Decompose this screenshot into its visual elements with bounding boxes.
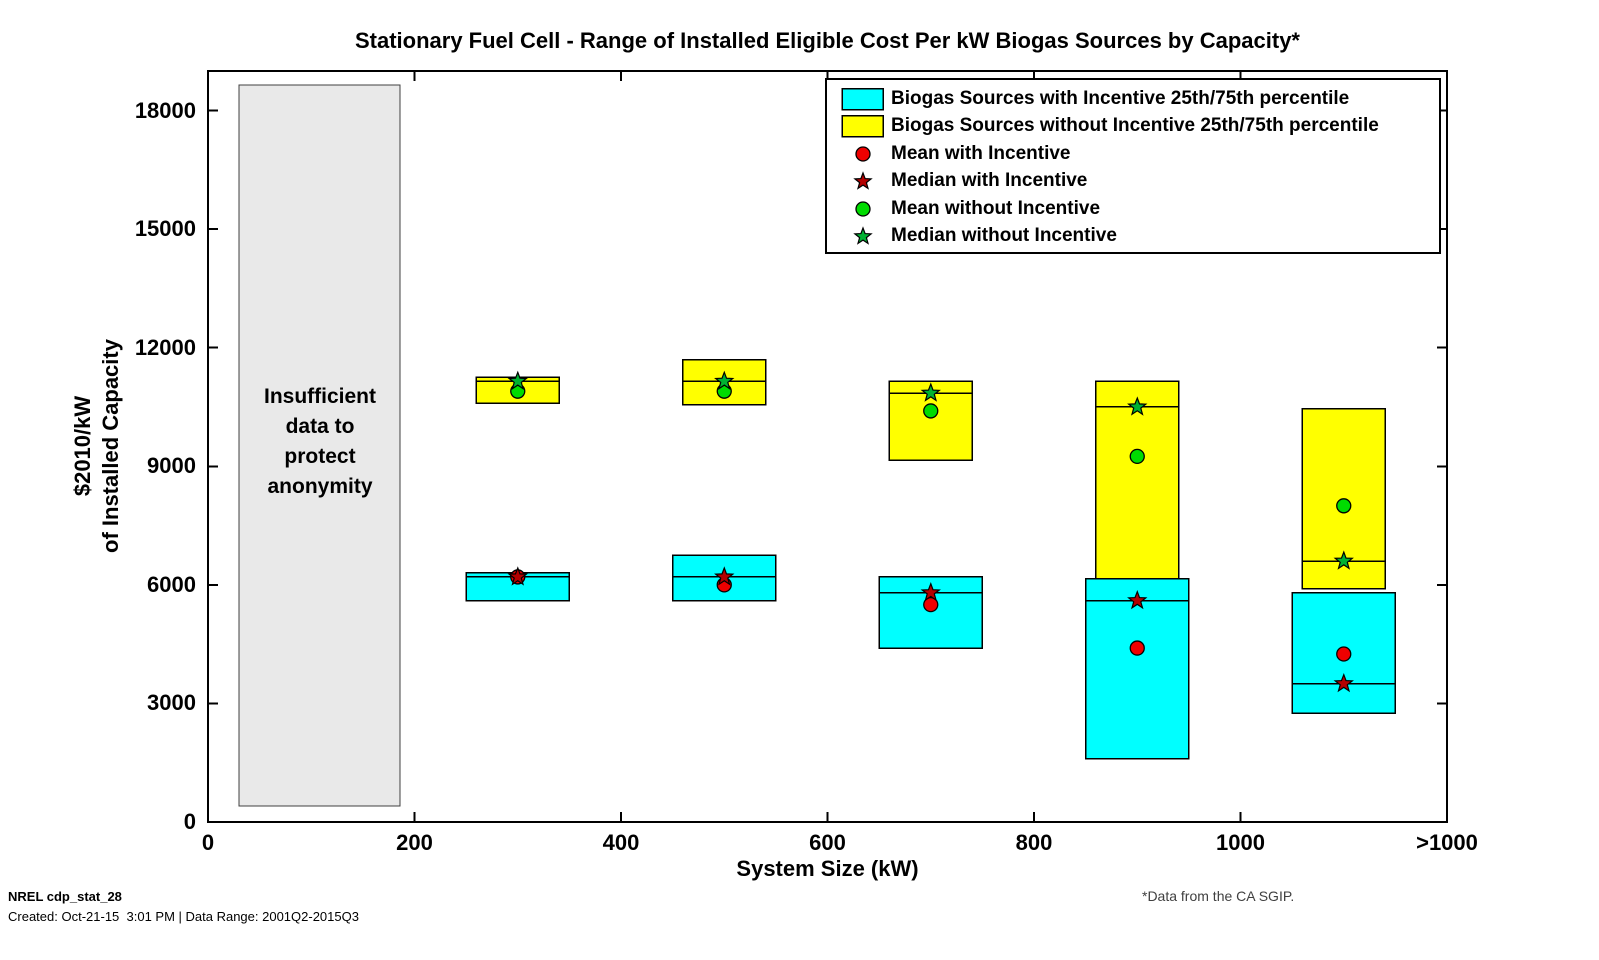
median-without-incentive-marker-500 (714, 370, 735, 391)
legend-circle-icon (841, 196, 885, 222)
median-without-incentive-marker-1100 (1333, 550, 1354, 570)
mean-with-incentive-marker-1100 (1336, 646, 1352, 662)
legend-item-label: Biogas Sources with Incentive 25th/75th … (891, 87, 1350, 109)
box-without_incentive-900 (1095, 380, 1180, 580)
legend-item: Biogas Sources without Incentive 25th/75… (827, 113, 1439, 141)
legend-items: Biogas Sources with Incentive 25th/75th … (827, 85, 1439, 250)
median-with-incentive-marker-500 (714, 566, 735, 586)
legend-star-icon (841, 223, 885, 249)
median-without-incentive-marker-900 (1127, 396, 1148, 416)
legend-item: Median without Incentive (827, 223, 1439, 251)
median-without-incentive-marker-300 (507, 370, 528, 391)
median-without-incentive-marker-700 (920, 382, 941, 402)
mean-without-incentive-marker-700 (923, 403, 939, 419)
box-with_incentive-900 (1084, 578, 1190, 760)
legend: Biogas Sources with Incentive 25th/75th … (825, 78, 1441, 254)
median-with-incentive-marker-700 (920, 581, 941, 602)
insufficient-data-box (238, 84, 401, 807)
legend-circle-icon (841, 141, 885, 167)
legend-item: Mean with Incentive (827, 140, 1439, 168)
mean-without-incentive-marker-900 (1129, 448, 1145, 465)
median-with-incentive-marker-1100 (1333, 673, 1354, 693)
legend-rect-icon (841, 113, 885, 139)
median-with-incentive-marker-300 (507, 566, 528, 586)
legend-item-label: Mean without Incentive (891, 197, 1101, 219)
legend-item: Mean without Incentive (827, 195, 1439, 223)
legend-item-label: Mean with Incentive (891, 142, 1071, 164)
legend-item-label: Biogas Sources without Incentive 25th/75… (891, 115, 1379, 137)
legend-item-label: Median without Incentive (891, 225, 1117, 247)
legend-item: Biogas Sources with Incentive 25th/75th … (827, 85, 1439, 113)
legend-item: Median with Incentive (827, 168, 1439, 196)
mean-with-incentive-marker-700 (923, 596, 939, 613)
median-with-incentive-marker-900 (1127, 590, 1148, 610)
mean-with-incentive-marker-900 (1129, 640, 1145, 656)
legend-item-label: Median with Incentive (891, 170, 1088, 192)
legend-star-icon (841, 168, 885, 194)
mean-without-incentive-marker-1100 (1336, 498, 1352, 514)
legend-rect-icon (841, 86, 885, 112)
